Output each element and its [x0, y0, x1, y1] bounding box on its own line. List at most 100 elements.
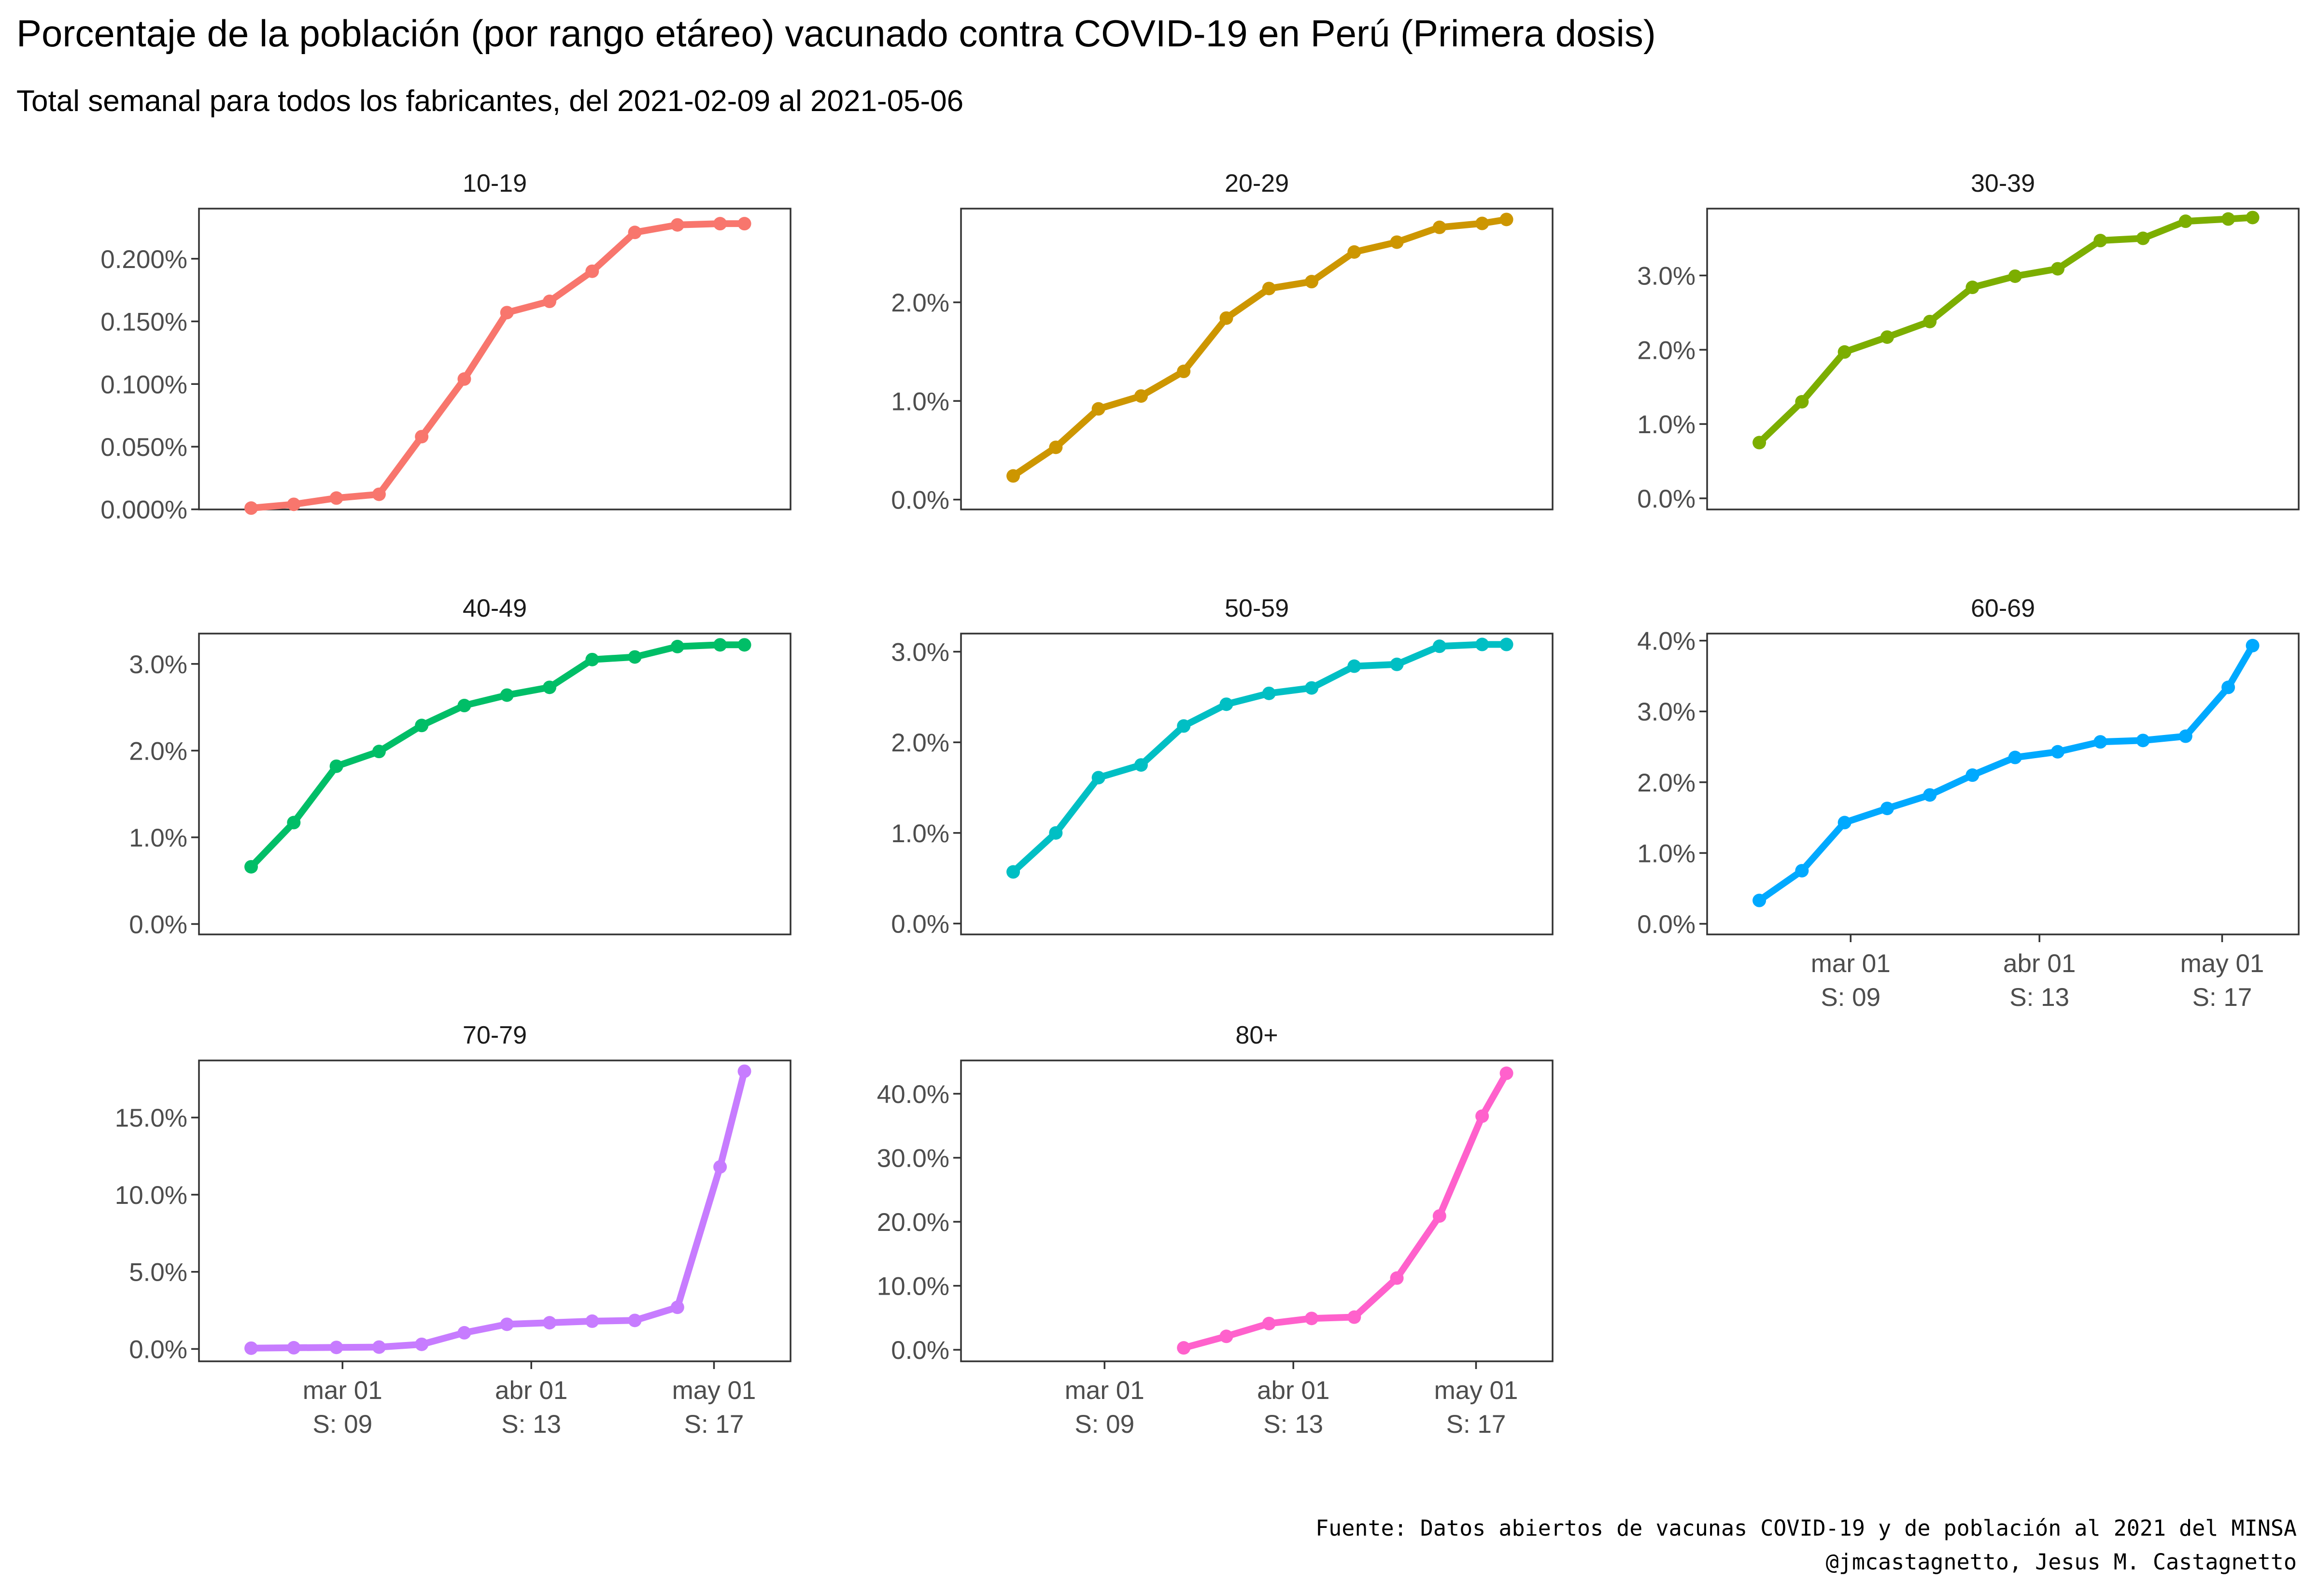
- x-tick-label: may 01: [2180, 949, 2264, 978]
- data-point: [2136, 231, 2150, 245]
- data-point: [500, 306, 514, 320]
- x-tick-label: abr 01: [2003, 949, 2076, 978]
- data-point: [2246, 638, 2260, 652]
- x-tick-label: mar 01: [303, 1376, 382, 1405]
- data-point: [1753, 436, 1767, 450]
- panel-border: [1706, 208, 2300, 510]
- y-tick-label: 30.0%: [877, 1144, 949, 1172]
- data-point: [1390, 235, 1404, 249]
- data-point: [287, 1341, 301, 1355]
- data-point: [713, 217, 727, 231]
- y-tick-label: 0.0%: [891, 1336, 949, 1365]
- data-point: [2178, 214, 2192, 228]
- data-point: [1305, 275, 1318, 289]
- data-point: [1432, 220, 1446, 234]
- data-point: [713, 638, 727, 652]
- data-point: [1049, 440, 1063, 454]
- data-point: [737, 217, 751, 231]
- y-tick-label: 0.150%: [100, 308, 187, 337]
- data-point: [1475, 216, 1489, 230]
- y-tick-label: 3.0%: [129, 650, 187, 679]
- y-tick-label: 1.0%: [1637, 410, 1696, 439]
- data-point: [1499, 637, 1513, 651]
- data-point: [244, 501, 258, 515]
- y-tick-label: 0.200%: [100, 245, 187, 274]
- data-point: [543, 295, 556, 309]
- x-tick-sublabel: S: 09: [312, 1410, 372, 1439]
- data-point: [737, 1064, 751, 1078]
- data-point: [244, 1341, 258, 1355]
- data-point: [415, 719, 429, 733]
- y-tick-label: 0.0%: [129, 910, 187, 939]
- data-point: [244, 860, 258, 874]
- data-point: [1262, 282, 1276, 296]
- data-point: [457, 699, 471, 713]
- data-point: [1432, 1209, 1446, 1223]
- panel-70-79: 70-79 0.0% 5.0% 10.0% 15.0% mar 01 S: 09 abr 01…: [115, 1021, 792, 1439]
- data-point: [1499, 1066, 1513, 1080]
- data-point: [1091, 402, 1105, 416]
- data-point: [1923, 314, 1937, 328]
- data-point: [329, 759, 343, 773]
- x-tick-sublabel: S: 17: [684, 1410, 744, 1439]
- x-tick-sublabel: S: 09: [1821, 983, 1880, 1012]
- panel-strip-label: 70-79: [463, 1021, 527, 1049]
- data-point: [329, 1341, 343, 1355]
- facet-panels: 10-19 0.000% 0.050% 0.100% 0.150% 0.200% 20-29…: [100, 169, 2300, 1439]
- panel-strip-label: 30-39: [1971, 169, 2035, 198]
- panel-border: [198, 633, 792, 935]
- data-point: [1177, 1341, 1191, 1355]
- data-point: [1837, 816, 1852, 830]
- data-point: [1880, 802, 1894, 816]
- panel-border: [960, 208, 1554, 510]
- panel-border: [198, 208, 792, 510]
- data-point: [1091, 771, 1105, 785]
- y-tick-label: 0.100%: [100, 370, 187, 399]
- y-tick-label: 40.0%: [877, 1080, 949, 1109]
- data-point: [543, 680, 556, 694]
- data-point: [628, 226, 642, 240]
- y-tick-label: 15.0%: [115, 1104, 187, 1132]
- data-point: [1134, 758, 1148, 772]
- y-tick-label: 1.0%: [129, 824, 187, 852]
- panel-strip-label: 40-49: [463, 594, 527, 622]
- data-point: [1923, 788, 1937, 802]
- panel-40-49: 40-49 0.0% 1.0% 2.0% 3.0%: [129, 594, 792, 939]
- data-point: [670, 639, 684, 653]
- y-tick-label: 3.0%: [891, 638, 949, 667]
- y-tick-label: 2.0%: [129, 737, 187, 765]
- data-point: [1795, 395, 1809, 409]
- panel-border: [960, 1059, 1554, 1362]
- y-tick-label: 0.050%: [100, 433, 187, 462]
- data-point: [1177, 719, 1191, 733]
- y-tick-label: 5.0%: [129, 1258, 187, 1287]
- data-point: [2246, 211, 2260, 225]
- chart-title: Porcentaje de la población (por rango et…: [16, 12, 1656, 55]
- panel-strip-label: 60-69: [1971, 594, 2035, 622]
- data-point: [372, 1340, 386, 1354]
- data-point: [1305, 1312, 1318, 1326]
- data-point: [500, 1317, 514, 1331]
- panel-border: [1706, 633, 2300, 935]
- panel-strip-label: 10-19: [463, 169, 527, 198]
- y-tick-label: 0.0%: [1637, 485, 1696, 513]
- data-point: [1965, 281, 1979, 295]
- data-point: [372, 745, 386, 759]
- data-point: [1390, 1271, 1404, 1285]
- data-point: [1475, 1109, 1489, 1123]
- x-tick-label: may 01: [1434, 1376, 1518, 1405]
- panel-border: [198, 1059, 792, 1362]
- data-point: [1475, 637, 1489, 651]
- data-point: [628, 650, 642, 664]
- data-point: [372, 487, 386, 501]
- x-tick-sublabel: S: 13: [2009, 983, 2069, 1012]
- data-point: [1219, 311, 1233, 325]
- y-tick-label: 10.0%: [115, 1181, 187, 1210]
- data-point: [1262, 1316, 1276, 1330]
- x-tick-sublabel: S: 13: [501, 1410, 561, 1439]
- x-tick-label: mar 01: [1811, 949, 1891, 978]
- data-point: [1965, 768, 1979, 782]
- data-point: [2221, 680, 2235, 694]
- data-point: [1432, 639, 1446, 653]
